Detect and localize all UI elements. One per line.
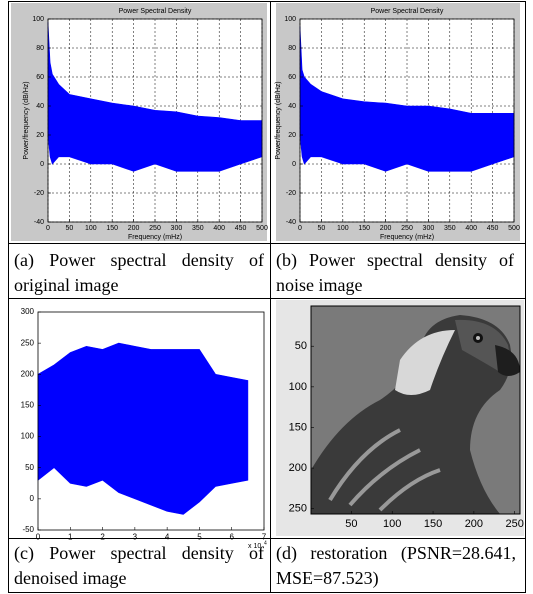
x-tick-label: 100 <box>85 225 97 232</box>
y-tick-label: 20 <box>288 132 296 139</box>
x-tick-label: 350 <box>192 225 204 232</box>
x-tick-label: 250 <box>149 225 161 232</box>
x-tick-label: 150 <box>358 225 370 232</box>
x-tick-label: 50 <box>318 225 326 232</box>
x-tick-label: 7 <box>262 532 267 541</box>
y-axis-label: Power/frequency (dB/Hz) <box>23 81 30 159</box>
x-tick-label: 0 <box>46 225 50 232</box>
chart-panel: 0 50 100 150 200 250 300 350 400 450 500 -40 -20 0 20 4… <box>275 3 520 241</box>
x-tick-label: 150 <box>424 518 442 530</box>
y-tick-label: 150 <box>21 401 35 410</box>
x-tick-label: 400 <box>465 225 477 232</box>
y-tick-label: 0 <box>30 494 35 503</box>
y-tick-label: -40 <box>286 219 296 226</box>
x-tick-label: 450 <box>235 225 247 232</box>
chart-panel: 50 100 150 200 250 50 100 150 200 250 <box>289 305 524 530</box>
y-tick-label: -20 <box>286 190 296 197</box>
axes-frame <box>37 311 265 531</box>
x-tick-label: 2 <box>100 532 105 541</box>
x-scale-label: x 10 <box>248 543 261 550</box>
y-tick-label: 0 <box>40 161 44 168</box>
y-tick-label: 300 <box>21 307 35 316</box>
y-tick-label: 250 <box>289 503 307 515</box>
caption: (a) Power spectral density of original i… <box>14 250 264 295</box>
x-tick-label: 150 <box>106 225 118 232</box>
y-tick-label: 100 <box>32 16 44 23</box>
y-tick-label: -50 <box>22 525 34 534</box>
y-tick-label: 40 <box>36 103 44 110</box>
x-tick-label: 0 <box>298 225 302 232</box>
y-tick-label: 200 <box>21 369 35 378</box>
x-tick-label: 200 <box>128 225 140 232</box>
y-tick-label: 100 <box>289 381 307 393</box>
y-tick-label: 60 <box>36 74 44 81</box>
caption: (c) Power spectral density of denoised i… <box>14 543 264 588</box>
y-tick-label: 150 <box>289 421 307 433</box>
x-tick-label: 300 <box>423 225 435 232</box>
y-tick-label: 50 <box>295 340 307 352</box>
y-tick-label: 20 <box>36 132 44 139</box>
signal-band <box>37 342 249 515</box>
y-tick-label: 80 <box>288 45 296 52</box>
y-tick-label: 50 <box>25 463 34 472</box>
x-tick-label: 400 <box>213 225 225 232</box>
chart-title: Power Spectral Density <box>371 8 444 15</box>
x-tick-label: 1 <box>68 532 73 541</box>
x-tick-label: 5 <box>197 532 202 541</box>
table-grid <box>8 1 526 593</box>
y-tick-label: 200 <box>289 462 307 474</box>
x-axis-label: Frequency (mHz) <box>380 234 434 241</box>
y-tick-label: 40 <box>288 103 296 110</box>
x-tick-label: 100 <box>383 518 401 530</box>
y-tick-label: -40 <box>34 219 44 226</box>
x-tick-label: 0 <box>36 532 41 541</box>
x-tick-label: 200 <box>380 225 392 232</box>
x-tick-label: 6 <box>229 532 234 541</box>
x-tick-label: 50 <box>345 518 357 530</box>
axes-frame <box>310 305 521 515</box>
x-tick-label: 250 <box>506 518 524 530</box>
caption: (b) Power spectral density of noise imag… <box>276 250 514 295</box>
chart-title: Power Spectral Density <box>119 8 192 15</box>
y-tick-label: -20 <box>34 190 44 197</box>
x-tick-label: 4 <box>165 532 170 541</box>
x-tick-label: 3 <box>133 532 138 541</box>
y-tick-label: 100 <box>21 432 35 441</box>
x-tick-label: 450 <box>487 225 499 232</box>
chart-panel: 0 50 100 150 200 250 300 350 400 450 500 -40 -20 0 20 4… <box>11 3 268 241</box>
x-tick-label: 500 <box>256 225 268 232</box>
y-tick-label: 250 <box>21 338 35 347</box>
y-tick-label: 60 <box>288 74 296 81</box>
x-scale-exponent: 4 <box>264 540 267 546</box>
y-tick-label: 80 <box>36 45 44 52</box>
y-tick-label: 100 <box>284 16 296 23</box>
x-tick-label: 200 <box>465 518 483 530</box>
y-axis-label: Power/frequency (dB/Hz) <box>275 81 282 159</box>
y-tick-label: 0 <box>292 161 296 168</box>
x-tick-label: 100 <box>337 225 349 232</box>
x-tick-label: 500 <box>508 225 520 232</box>
x-tick-label: 300 <box>171 225 183 232</box>
caption: (d) restoration (PSNR=28.641, MSE=87.523… <box>276 543 516 588</box>
x-axis-label: Frequency (mHz) <box>128 234 182 241</box>
restored-image <box>276 300 524 536</box>
x-tick-label: 350 <box>444 225 456 232</box>
x-tick-label: 50 <box>66 225 74 232</box>
x-tick-label: 250 <box>401 225 413 232</box>
